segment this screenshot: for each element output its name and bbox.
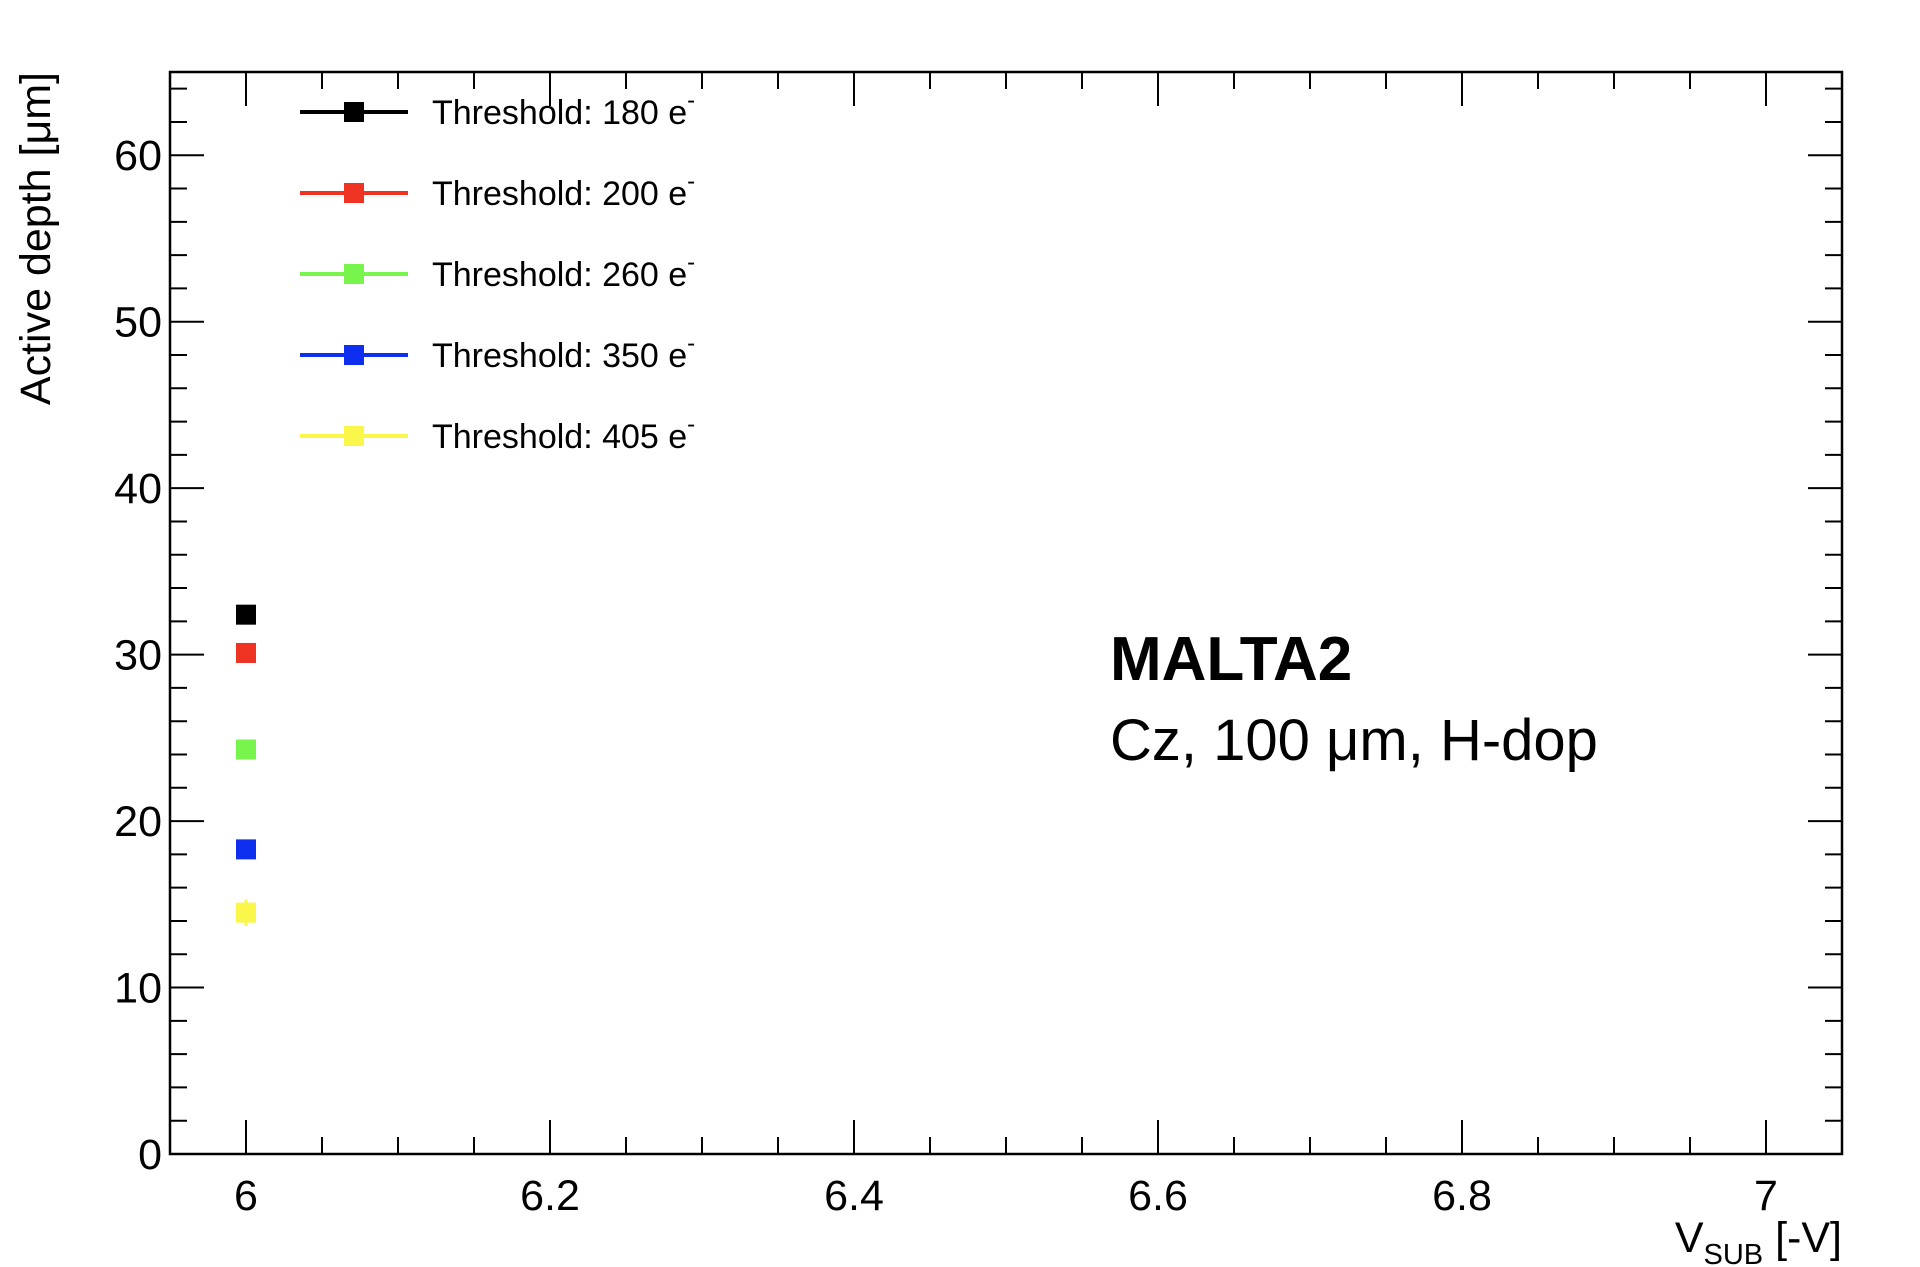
legend-marker (344, 426, 364, 446)
x-axis-ticks (169, 72, 1843, 1154)
x-axis-title: VSUB [-V] (1675, 1214, 1842, 1267)
legend-label-text: Threshold: 200 e (432, 175, 687, 213)
legend-label-text: Threshold: 260 e (432, 256, 687, 294)
x-tick-label: 6.8 (1432, 1172, 1492, 1220)
y-tick-label: 50 (114, 299, 162, 347)
legend-marker (344, 345, 364, 365)
y-tick-label: 60 (114, 132, 162, 180)
y-axis-title: Active depth [μm] (12, 72, 60, 405)
legend-marker (344, 102, 364, 122)
x-tick-label: 6.4 (824, 1172, 884, 1220)
legend: Threshold: 180 e-Threshold: 200 e-Thresh… (300, 87, 695, 456)
x-axis-title-main: V (1675, 1214, 1704, 1262)
y-tick-label: 20 (114, 798, 162, 846)
x-tick-label: 6.2 (520, 1172, 580, 1220)
plot-frame (168, 70, 1844, 1156)
y-tick-label: 30 (114, 632, 162, 680)
data-point (236, 739, 256, 760)
legend-label-text: Threshold: 405 e (432, 418, 687, 456)
data-point (236, 839, 256, 860)
legend-label-superscript: - (687, 87, 695, 114)
data-points (236, 604, 256, 926)
legend-label-superscript: - (687, 411, 695, 438)
legend-label: Threshold: 260 e- (432, 249, 695, 294)
annotation-subtitle: Cz, 100 μm, H-dop (1110, 708, 1598, 773)
x-axis-title-sub: SUB (1704, 1239, 1764, 1267)
legend-label: Threshold: 405 e- (432, 411, 695, 456)
legend-label-text: Threshold: 180 e (432, 94, 687, 132)
y-axis-tick-labels: 0 10 20 30 40 50 60 (114, 132, 162, 1179)
x-tick-label: 6.6 (1128, 1172, 1188, 1220)
legend-label-superscript: - (687, 249, 695, 276)
legend-marker (344, 264, 364, 284)
x-tick-label: 7 (1754, 1172, 1778, 1220)
legend-label-text: Threshold: 350 e (432, 337, 687, 375)
data-point (236, 902, 256, 923)
legend-label: Threshold: 180 e- (432, 87, 695, 132)
legend-label-superscript: - (687, 168, 695, 195)
legend-marker (344, 183, 364, 203)
y-tick-label: 10 (114, 965, 162, 1013)
legend-label: Threshold: 350 e- (432, 330, 695, 375)
y-tick-label: 40 (114, 465, 162, 513)
legend-label: Threshold: 200 e- (432, 168, 695, 213)
data-point (236, 642, 256, 663)
x-axis-tick-labels: 6 6.2 6.4 6.6 6.8 7 (234, 1172, 1778, 1220)
y-tick-label: 0 (138, 1131, 162, 1179)
x-tick-label: 6 (234, 1172, 258, 1220)
annotation-title: MALTA2 (1110, 625, 1352, 694)
y-axis-ticks (170, 87, 1842, 1155)
x-axis-title-suffix: [-V] (1763, 1214, 1842, 1262)
data-point (236, 604, 256, 625)
legend-label-superscript: - (687, 330, 695, 357)
